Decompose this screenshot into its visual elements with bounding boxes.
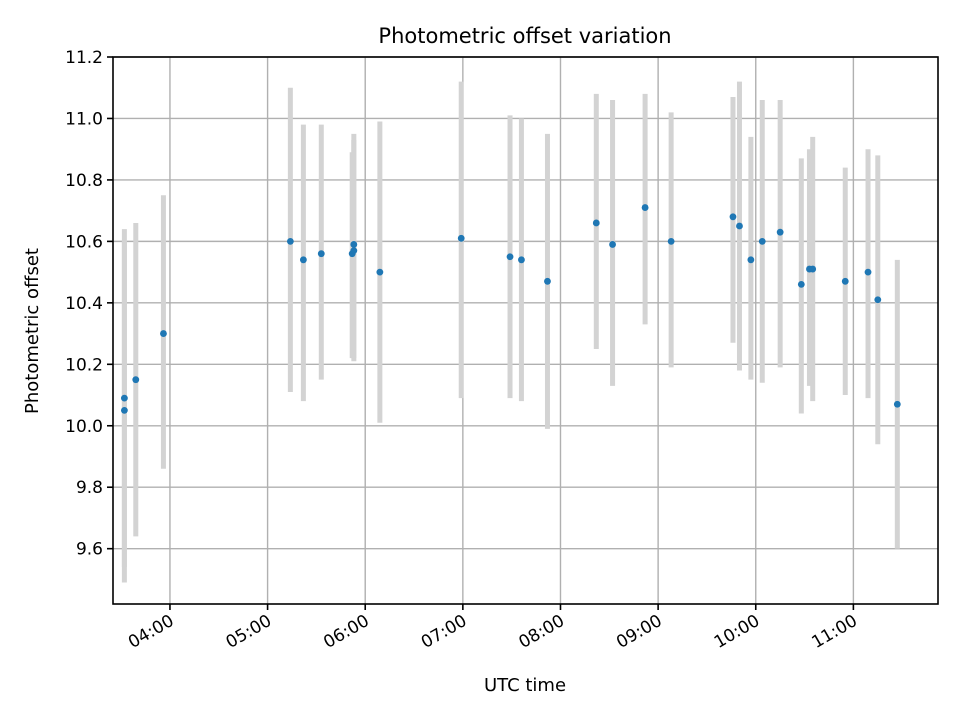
data-point bbox=[299, 256, 307, 264]
y-tick-label: 9.6 bbox=[76, 540, 103, 560]
x-axis-title: UTC time bbox=[484, 675, 566, 696]
data-point bbox=[457, 234, 465, 242]
data-point bbox=[776, 228, 784, 236]
x-tick-label: 05:00 bbox=[223, 611, 275, 653]
x-tick-label: 04:00 bbox=[125, 611, 177, 653]
data-point bbox=[747, 256, 755, 264]
x-tick-label: 11:00 bbox=[808, 611, 860, 653]
data-point bbox=[736, 222, 743, 230]
data-point bbox=[350, 247, 358, 255]
data-point bbox=[758, 237, 766, 245]
data-point bbox=[592, 219, 600, 227]
x-axis-ticks: 04:00 05:00 06:00 07:00 08:00 09:00 10:00 11:00 bbox=[125, 604, 861, 653]
data-point bbox=[132, 376, 140, 384]
y-tick-label: 11.0 bbox=[65, 109, 103, 129]
data-point bbox=[809, 265, 817, 273]
data-point bbox=[120, 406, 128, 414]
data-point bbox=[506, 253, 514, 261]
y-axis-ticks: 9.6 9.8 10.0 10.2 10.4 10.6 10.8 11.0 11.2 bbox=[65, 48, 113, 560]
x-tick-label: 10:00 bbox=[711, 611, 763, 653]
y-tick-label: 10.6 bbox=[65, 232, 103, 252]
chart-title: Photometric offset variation bbox=[378, 24, 671, 48]
data-point bbox=[841, 277, 849, 285]
data-point bbox=[120, 394, 128, 402]
x-tick-label: 09:00 bbox=[613, 611, 665, 653]
x-tick-label: 08:00 bbox=[516, 611, 568, 653]
data-point bbox=[317, 250, 325, 258]
error-bars bbox=[121, 81, 900, 583]
x-tick-label: 06:00 bbox=[320, 611, 372, 653]
y-tick-label: 11.2 bbox=[65, 48, 103, 68]
y-axis-title: Photometric offset bbox=[22, 248, 43, 414]
data-point bbox=[893, 400, 901, 408]
y-tick-label: 10.8 bbox=[65, 171, 103, 191]
data-point bbox=[864, 268, 872, 276]
data-point bbox=[797, 281, 805, 288]
data-point bbox=[729, 213, 737, 221]
data-point bbox=[641, 204, 649, 211]
data-point bbox=[350, 241, 358, 248]
data-points bbox=[120, 204, 901, 414]
data-point bbox=[286, 237, 294, 245]
x-tick-label: 07:00 bbox=[418, 611, 470, 653]
y-tick-label: 9.8 bbox=[76, 478, 103, 498]
plot-frame bbox=[112, 56, 939, 605]
data-point bbox=[518, 256, 525, 264]
data-point bbox=[874, 296, 882, 304]
data-point bbox=[376, 268, 384, 276]
y-tick-label: 10.0 bbox=[65, 417, 103, 437]
y-tick-label: 10.2 bbox=[65, 355, 103, 375]
data-point bbox=[609, 241, 616, 248]
data-point bbox=[667, 237, 675, 245]
data-point bbox=[544, 277, 551, 285]
y-tick-label: 10.4 bbox=[65, 294, 103, 314]
data-point bbox=[160, 330, 167, 337]
